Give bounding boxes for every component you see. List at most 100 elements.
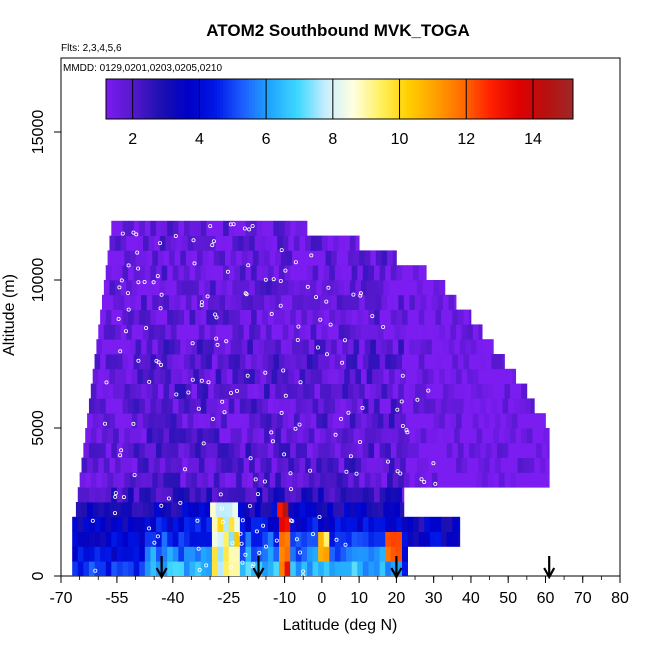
curtain-cell xyxy=(442,472,449,488)
curtain-cell xyxy=(334,309,341,325)
curtain-cell xyxy=(396,487,403,503)
curtain-cell xyxy=(77,531,84,547)
curtain-cell xyxy=(413,309,420,325)
curtain-cell xyxy=(459,339,466,355)
colorbar-segment xyxy=(117,79,122,119)
curtain-cell xyxy=(219,294,226,310)
curtain-cell xyxy=(204,324,211,340)
curtain-cell xyxy=(379,487,386,503)
curtain-cell xyxy=(273,220,280,236)
curtain-cell xyxy=(115,413,122,429)
colorbar-segment xyxy=(178,79,183,119)
curtain-cell xyxy=(387,472,394,488)
curtain-cell xyxy=(135,472,142,488)
y-tick-label: 15000 xyxy=(30,110,47,155)
curtain-cell xyxy=(217,354,224,370)
curtain-cell xyxy=(156,516,163,532)
curtain-cell xyxy=(215,235,222,251)
curtain-cell xyxy=(396,442,403,458)
curtain-cell xyxy=(256,561,263,576)
curtain-cell xyxy=(219,339,226,355)
curtain-cell xyxy=(238,280,245,296)
curtain-cell xyxy=(301,487,308,503)
observation-point xyxy=(274,538,279,543)
curtain-cell xyxy=(279,309,285,325)
curtain-cell xyxy=(288,502,295,518)
curtain-cell xyxy=(279,516,285,532)
x-axis: -70 -55 -40 -25 -10 0 10 20 30 40 50 60 70 80 xyxy=(49,576,629,607)
curtain-cell xyxy=(230,383,237,399)
curtain-cell xyxy=(362,354,369,370)
observation-point xyxy=(240,560,245,565)
curtain-cell xyxy=(129,250,136,266)
curtain-cell xyxy=(273,561,280,576)
colorbar-segment xyxy=(476,79,481,119)
curtain-cell xyxy=(137,457,144,473)
curtain-cell xyxy=(431,428,438,444)
observation-point xyxy=(230,541,235,546)
curtain-plot xyxy=(72,220,550,576)
curtain-cell xyxy=(105,354,112,370)
observation-point xyxy=(278,303,283,308)
colorbar-segment xyxy=(371,79,376,119)
curtain-cell xyxy=(385,265,392,281)
curtain-cell xyxy=(208,428,215,444)
observation-point xyxy=(126,291,131,296)
curtain-cell xyxy=(245,546,252,562)
curtain-cell xyxy=(439,457,446,473)
curtain-cell xyxy=(444,368,451,384)
curtain-cell xyxy=(258,383,265,399)
curtain-cell xyxy=(301,531,308,547)
colorbar-segment xyxy=(301,79,305,119)
curtain-cell xyxy=(271,280,278,296)
curtain-cell xyxy=(103,457,110,473)
curtain-cell xyxy=(131,368,138,384)
curtain-cell xyxy=(161,487,168,503)
curtain-cell xyxy=(230,250,237,266)
curtain-cell xyxy=(83,442,90,458)
observation-point xyxy=(103,421,108,426)
observation-point xyxy=(422,479,427,484)
curtain-cell xyxy=(109,235,116,251)
curtain-cell xyxy=(226,235,233,251)
colorbar-segment xyxy=(251,79,256,119)
curtain-cell xyxy=(176,280,183,296)
curtain-cell xyxy=(206,398,213,414)
curtain-cell xyxy=(495,413,502,429)
curtain-cell xyxy=(297,294,304,310)
observation-point xyxy=(158,306,163,311)
curtain-cell xyxy=(251,398,258,414)
curtain-cell xyxy=(275,339,282,355)
colorbar-segment xyxy=(193,79,197,119)
curtain-cell xyxy=(111,516,118,532)
curtain-cell xyxy=(331,472,338,488)
curtain-cell xyxy=(211,442,218,458)
curtain-cell xyxy=(398,339,405,355)
observation-point xyxy=(326,285,331,290)
curtain-cell xyxy=(249,457,256,473)
curtain-cell xyxy=(252,250,259,266)
observation-point xyxy=(246,263,251,268)
curtain-cell xyxy=(444,413,451,429)
curtain-cell xyxy=(256,398,263,414)
curtain-cell xyxy=(96,383,103,399)
curtain-cell xyxy=(299,324,306,340)
curtain-cell xyxy=(161,220,168,236)
curtain-cell xyxy=(407,531,414,547)
colorbar-segment xyxy=(479,79,484,119)
curtain-cell xyxy=(442,294,449,310)
curtain-cell xyxy=(169,428,176,444)
observation-point xyxy=(281,368,286,373)
colorbar-segment xyxy=(120,79,125,119)
colorbar-segment xyxy=(523,79,527,119)
curtain-cell xyxy=(204,457,211,473)
curtain-cell xyxy=(299,502,306,518)
curtain-cell xyxy=(94,442,101,458)
curtain-cell xyxy=(206,546,213,562)
curtain-cell xyxy=(211,354,218,370)
curtain-cell xyxy=(152,339,159,355)
curtain-cell xyxy=(252,383,259,399)
observation-point xyxy=(261,523,266,528)
curtain-cell xyxy=(416,368,423,384)
colorbar-segment xyxy=(441,79,446,119)
